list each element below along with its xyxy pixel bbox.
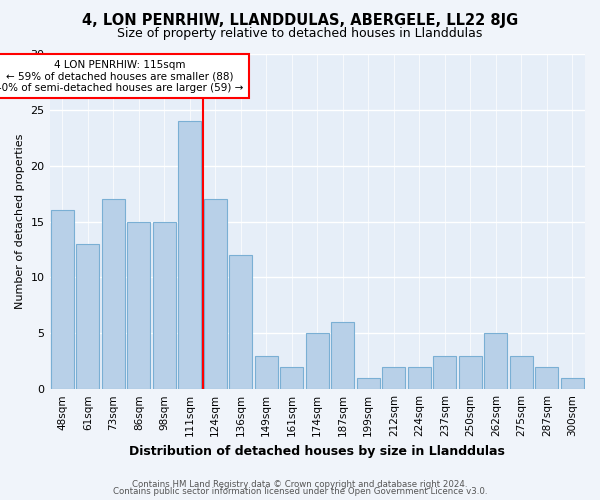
Bar (484, 334, 507, 389)
Bar (153, 222, 176, 389)
Text: 4 LON PENRHIW: 115sqm
← 59% of detached houses are smaller (88)
40% of semi-deta: 4 LON PENRHIW: 115sqm ← 59% of detached … (0, 60, 244, 93)
Bar (127, 222, 150, 389)
Bar (331, 322, 354, 389)
Bar (255, 356, 278, 389)
Bar (433, 356, 456, 389)
Bar (229, 255, 252, 389)
Bar (459, 356, 482, 389)
Bar (535, 367, 558, 389)
Text: Contains HM Land Registry data © Crown copyright and database right 2024.: Contains HM Land Registry data © Crown c… (132, 480, 468, 489)
Bar (561, 378, 584, 389)
Bar (357, 378, 380, 389)
Bar (306, 334, 329, 389)
Bar (280, 367, 303, 389)
Bar (178, 121, 201, 389)
Text: Size of property relative to detached houses in Llanddulas: Size of property relative to detached ho… (118, 28, 482, 40)
Bar (204, 199, 227, 389)
Bar (51, 210, 74, 389)
Bar (510, 356, 533, 389)
Text: 4, LON PENRHIW, LLANDDULAS, ABERGELE, LL22 8JG: 4, LON PENRHIW, LLANDDULAS, ABERGELE, LL… (82, 12, 518, 28)
Bar (382, 367, 405, 389)
X-axis label: Distribution of detached houses by size in Llanddulas: Distribution of detached houses by size … (130, 444, 505, 458)
Text: Contains public sector information licensed under the Open Government Licence v3: Contains public sector information licen… (113, 487, 487, 496)
Bar (76, 244, 99, 389)
Bar (408, 367, 431, 389)
Y-axis label: Number of detached properties: Number of detached properties (15, 134, 25, 310)
Bar (102, 199, 125, 389)
